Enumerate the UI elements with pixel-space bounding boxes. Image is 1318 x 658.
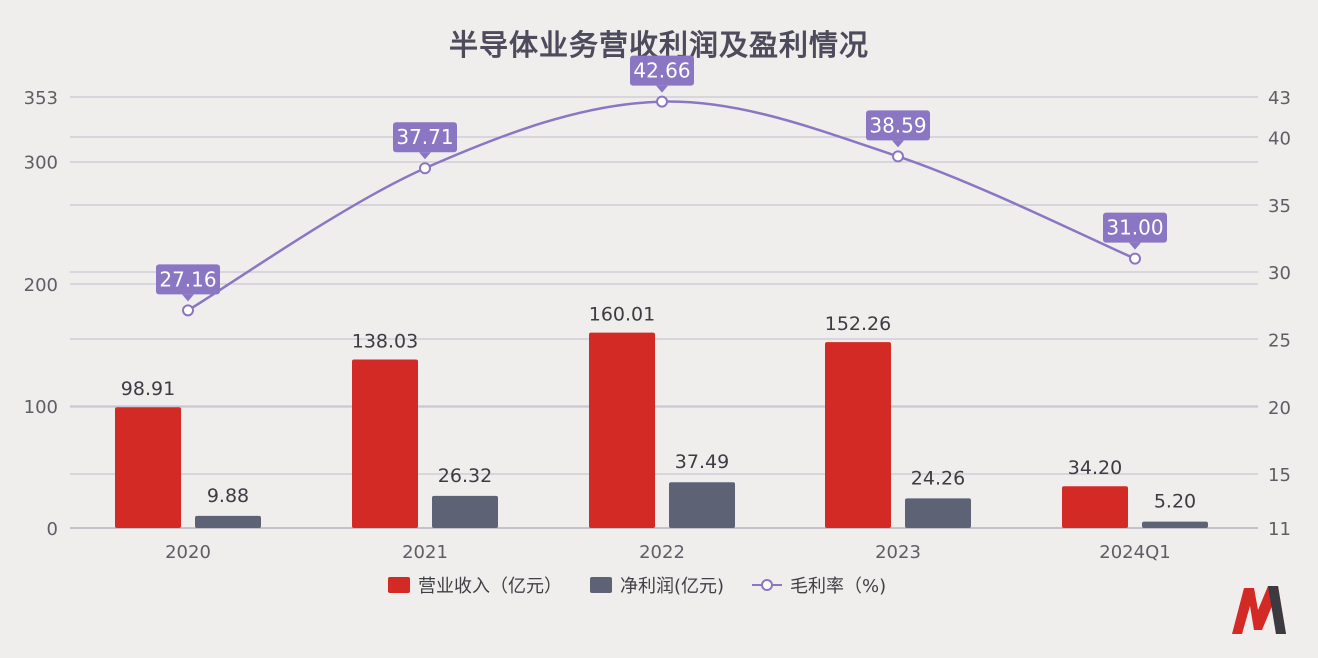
revenue-bar	[115, 407, 181, 528]
margin-label-box	[1103, 212, 1167, 243]
profit-bar	[432, 495, 498, 528]
revenue-bar	[1062, 486, 1128, 528]
margin-data-label: 27.16	[159, 267, 216, 291]
left-tick-label: 300	[24, 153, 58, 174]
margin-data-label: 42.66	[633, 59, 690, 83]
profit-bar	[1142, 521, 1208, 528]
x-tick-label: 2022	[639, 542, 685, 563]
margin-label-pointer	[656, 85, 668, 93]
margin-data-label: 37.71	[396, 125, 453, 149]
left-tick-label: 100	[24, 397, 58, 418]
margin-point	[1129, 252, 1141, 265]
right-tick-label: 25	[1268, 330, 1291, 351]
right-tick-label: 40	[1268, 128, 1291, 149]
revenue-data-label: 34.20	[1068, 457, 1122, 479]
profit-data-label: 37.49	[675, 451, 729, 473]
revenue-bar	[589, 332, 655, 528]
margin-point	[182, 304, 194, 317]
right-tick-label: 15	[1268, 465, 1291, 486]
grid-layer	[70, 96, 1258, 529]
margin-point	[419, 162, 431, 175]
profit-data-label: 9.88	[207, 485, 249, 507]
margin-data-label: 31.00	[1106, 216, 1163, 240]
x-tick-label: 2020	[165, 542, 211, 563]
right-tick-label: 20	[1268, 398, 1291, 419]
margin-label-box	[866, 110, 930, 141]
margin-label-pointer	[892, 140, 904, 148]
revenue-swatch-icon	[388, 577, 410, 593]
margin-label-pointer	[1129, 242, 1141, 250]
margin-label-box	[393, 122, 457, 153]
legend-label-profit: 净利润(亿元)	[620, 576, 725, 597]
profit-data-label: 26.32	[438, 465, 492, 487]
margin-label-pointer	[419, 152, 431, 160]
left-tick-label: 0	[47, 519, 58, 540]
x-tick-label: 2021	[402, 542, 448, 563]
margin-point	[892, 150, 904, 163]
line-marker-icon	[752, 579, 783, 591]
legend: 营业收入（亿元） 净利润(亿元) 毛利率（%)	[388, 572, 886, 598]
margin-label-pointer	[182, 294, 194, 302]
x-axis: 2020 2021 2022 2023 2024Q1	[165, 542, 1171, 563]
legend-label-revenue: 营业收入（亿元）	[418, 576, 562, 597]
left-tick-label: 353	[24, 88, 58, 109]
legend-item-revenue[interactable]: 营业收入（亿元）	[388, 572, 562, 598]
revenue-data-label: 152.26	[825, 313, 891, 335]
margin-data-label: 38.59	[869, 113, 926, 137]
margin-label-box	[156, 264, 220, 295]
margin-label-box	[630, 55, 694, 86]
margin-line	[187, 100, 1136, 312]
revenue-bar	[825, 342, 891, 528]
revenue-bar	[352, 359, 418, 528]
right-tick-label: 11	[1268, 519, 1291, 540]
right-axis: 11 15 20 25 30 35 40 43	[1268, 88, 1291, 540]
legend-label-margin: 毛利率（%)	[790, 576, 887, 597]
right-tick-label: 35	[1268, 196, 1291, 217]
revenue-data-label: 160.01	[589, 304, 655, 326]
right-tick-label: 43	[1268, 88, 1291, 109]
x-tick-label: 2023	[875, 542, 921, 563]
right-tick-label: 30	[1268, 263, 1291, 284]
brand-logo-icon	[1232, 586, 1286, 634]
profit-data-label: 24.26	[911, 467, 965, 489]
legend-item-profit[interactable]: 净利润(亿元)	[590, 572, 724, 598]
margin-point	[656, 95, 668, 108]
profit-bar	[669, 482, 735, 528]
profit-swatch-icon	[590, 577, 612, 593]
left-tick-label: 200	[24, 275, 58, 296]
revenue-data-label: 98.91	[121, 378, 175, 400]
profit-data-label: 5.20	[1154, 491, 1196, 513]
x-tick-label: 2024Q1	[1099, 542, 1170, 563]
margin-line-layer: 27.16 37.71 42.66 38.59 31.00	[156, 55, 1167, 317]
profit-bar	[195, 515, 261, 528]
revenue-data-label: 138.03	[352, 330, 418, 352]
profit-bar	[905, 498, 971, 528]
bars-layer: 98.91 9.88 138.03 26.32 160.01 37.49 152.26 24.…	[115, 304, 1208, 528]
left-axis: 0 100 200 300 353	[24, 88, 58, 540]
legend-item-margin[interactable]: 毛利率（%)	[752, 572, 886, 598]
